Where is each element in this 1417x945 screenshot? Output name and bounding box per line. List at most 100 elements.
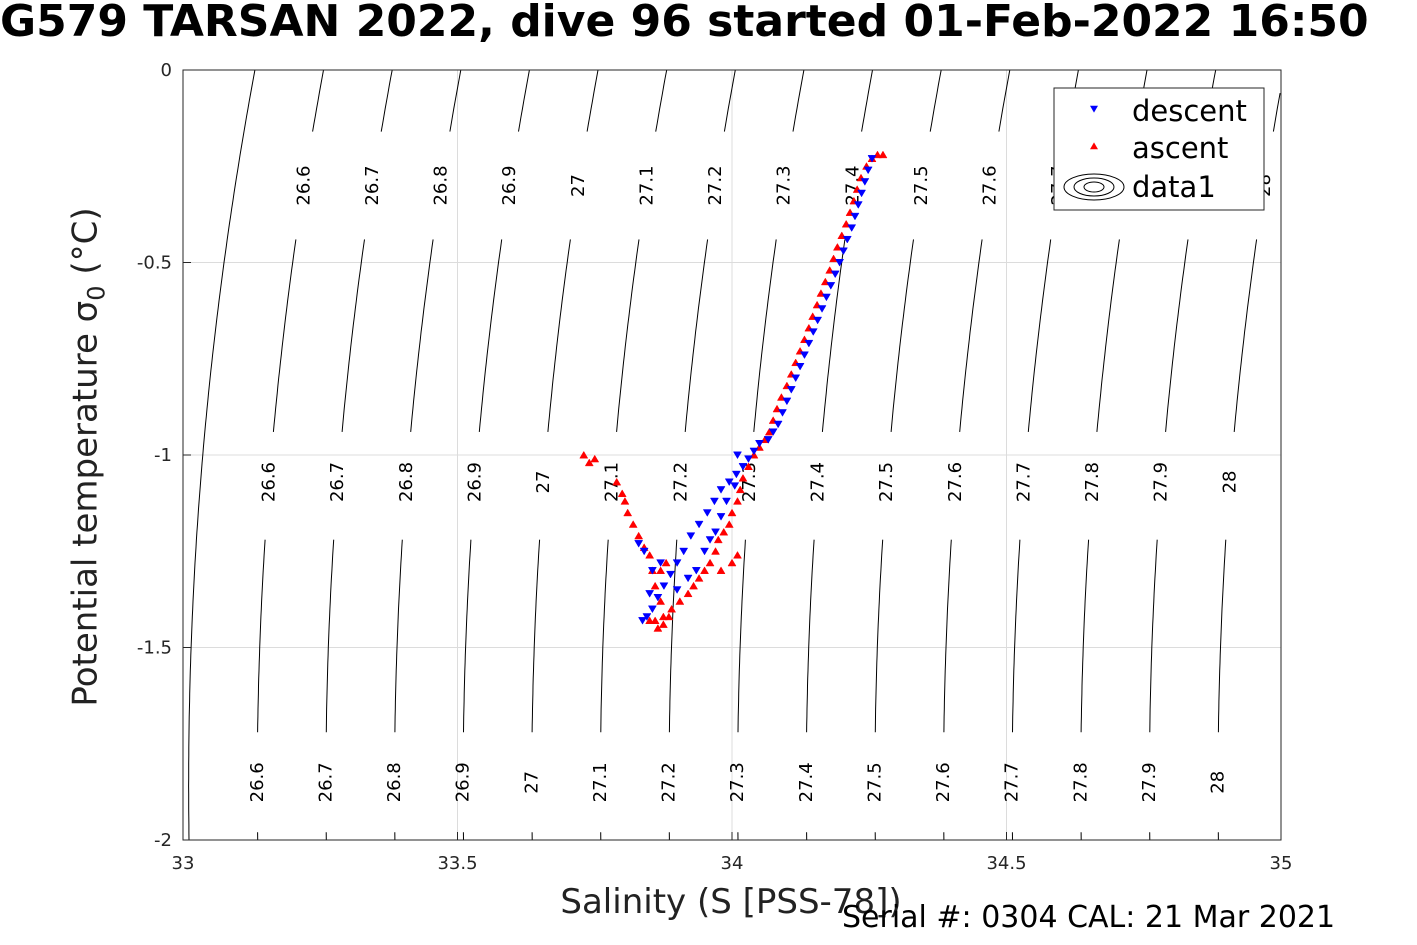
- y-tick-label: -0.5: [137, 253, 172, 274]
- x-tick-label: 34: [721, 853, 744, 874]
- contour-label: 27.4: [842, 165, 863, 205]
- descent-point: [642, 613, 652, 621]
- descent-point: [755, 440, 764, 448]
- contour-line: [380, 69, 393, 132]
- contour-line: [312, 69, 324, 132]
- contour-label: 27.1: [590, 762, 611, 802]
- contour-line: [959, 239, 983, 432]
- contour-line: [929, 69, 942, 132]
- ascent-point: [832, 243, 842, 251]
- contour-line: [821, 239, 846, 432]
- contour-line: [1233, 239, 1258, 432]
- contour-label: 26.6: [293, 165, 314, 205]
- ascent-point: [719, 527, 729, 536]
- descent-point: [839, 247, 848, 256]
- contour-line: [1272, 93, 1281, 132]
- ascent-point: [645, 551, 655, 559]
- contour-line: [616, 239, 640, 432]
- y-tick-label: -1: [154, 445, 172, 466]
- contour-label: 27.5: [876, 462, 897, 502]
- descent-point: [782, 397, 792, 406]
- chart-title: G579 TARSAN 2022, dive 96 started 01-Feb…: [0, 0, 1369, 47]
- contour-label: 27.1: [637, 165, 658, 205]
- contour-line: [655, 69, 668, 132]
- contour-label: 27.9: [1151, 462, 1172, 502]
- descent-point: [860, 178, 870, 186]
- contour-label: 27.7: [1014, 462, 1035, 502]
- serial-calibration-note: Serial #: 0304 CAL: 21 Mar 2021: [842, 900, 1336, 935]
- ascent-point: [658, 612, 668, 621]
- descent-point: [786, 386, 796, 394]
- contour-line: [861, 69, 873, 132]
- contour-line: [410, 239, 434, 432]
- descent-point: [722, 497, 731, 506]
- descent-point: [853, 201, 863, 209]
- descent-point: [800, 351, 809, 359]
- grid-lines: [183, 70, 1281, 840]
- contour-line: [723, 69, 736, 132]
- descent-point: [830, 270, 840, 279]
- descent-point: [683, 574, 693, 583]
- ascent-point: [650, 616, 660, 624]
- ascent-point: [617, 489, 627, 497]
- ascent-point: [724, 520, 734, 528]
- ascent-point: [645, 616, 655, 624]
- contour-label: 26.8: [384, 762, 405, 802]
- y-tick-label: 0: [161, 60, 172, 81]
- contour-line: [1096, 239, 1120, 432]
- descent-point: [749, 447, 759, 456]
- contour-label: 27.5: [911, 165, 932, 205]
- descent-point: [804, 339, 814, 348]
- contour-label: 27.2: [705, 165, 726, 205]
- x-tick-label: 34.5: [986, 853, 1026, 874]
- contour-line: [325, 539, 335, 733]
- ascent-point: [656, 597, 666, 605]
- descent-point: [744, 455, 753, 463]
- ascent-point: [733, 551, 742, 559]
- descent-point: [850, 212, 860, 221]
- legend-contour-icon: [1063, 173, 1125, 201]
- descent-point: [672, 586, 682, 594]
- descent-point: [694, 520, 704, 529]
- descent-point: [847, 224, 857, 232]
- contour-line: [792, 69, 805, 132]
- contour-label: 27.4: [796, 762, 817, 802]
- contour-label: 27.6: [945, 462, 966, 502]
- ascent-point: [650, 581, 660, 590]
- descent-point: [817, 305, 827, 313]
- descent-point: [857, 189, 867, 198]
- ascent-point: [612, 477, 622, 486]
- ascent-point: [711, 547, 720, 555]
- descent-point: [705, 536, 715, 544]
- contour-line: [394, 539, 403, 733]
- contour-line: [586, 69, 599, 132]
- descent-point: [863, 166, 873, 175]
- descent-point: [763, 436, 773, 444]
- ascent-point: [664, 612, 674, 621]
- ascent-point: [713, 535, 723, 544]
- ascent-series: [579, 150, 888, 632]
- contour-label: 26.6: [247, 762, 268, 802]
- ascent-point: [735, 485, 745, 494]
- ascent-point: [579, 450, 589, 459]
- contour-line: [874, 539, 884, 733]
- ascent-point: [675, 597, 685, 605]
- contour-line: [531, 539, 541, 733]
- legend-descent-marker: [1090, 105, 1098, 113]
- contour-line: [890, 239, 914, 432]
- contour-label: 26.8: [396, 462, 417, 502]
- contour-line: [463, 539, 472, 733]
- descent-point: [672, 559, 682, 567]
- ascent-point: [694, 574, 704, 582]
- descent-point: [639, 547, 649, 556]
- contour-label: 27.9: [1139, 762, 1160, 802]
- ascent-point: [705, 558, 715, 567]
- descent-point: [842, 235, 852, 244]
- descent-point: [731, 470, 741, 479]
- ascent-point: [878, 150, 888, 159]
- descent-point: [659, 582, 669, 590]
- contour-label: 27.4: [808, 462, 829, 502]
- descent-point: [716, 486, 726, 494]
- descent-point: [826, 282, 836, 290]
